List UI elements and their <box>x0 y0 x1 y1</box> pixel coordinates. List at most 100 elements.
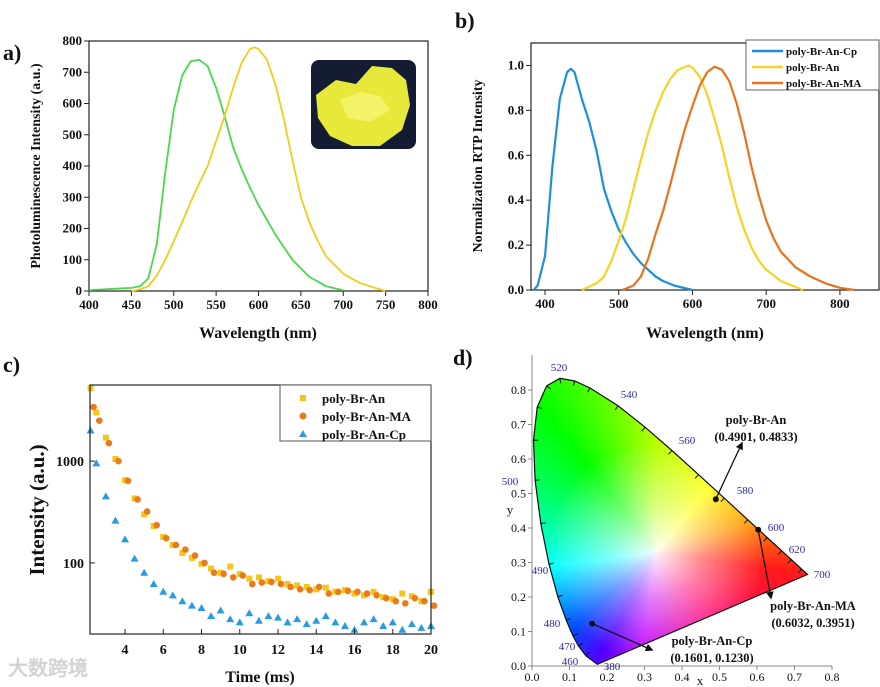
data-point <box>140 568 149 576</box>
wavelength-label: 500 <box>502 476 519 488</box>
legend-label: poly-Br-An-Cp <box>322 427 406 442</box>
data-point <box>268 578 275 586</box>
data-point <box>168 591 177 599</box>
series-line-poly-Br-An-Cp <box>533 67 693 292</box>
y-tick-label: 0.0 <box>508 282 524 297</box>
data-point <box>162 534 170 542</box>
data-point <box>216 606 225 614</box>
data-point <box>264 612 273 620</box>
data-point <box>306 586 313 594</box>
data-point <box>210 569 218 577</box>
locus-tick <box>587 387 591 393</box>
data-point <box>255 574 262 581</box>
legend <box>279 384 432 442</box>
data-point <box>408 593 415 600</box>
data-point <box>93 409 100 416</box>
y-tick-label: 700 <box>63 64 83 79</box>
locus-tick <box>614 405 619 411</box>
data-point <box>182 546 189 553</box>
locus-tick <box>566 617 572 621</box>
locus-tick <box>557 594 563 598</box>
locus-tick <box>743 519 749 524</box>
locus-tick <box>578 642 583 647</box>
y-tick-label: 600 <box>63 96 83 111</box>
data-point <box>360 618 369 626</box>
annotation-arrow <box>757 529 774 600</box>
data-point <box>130 554 139 562</box>
y-tick-label: 0.4 <box>511 521 526 535</box>
x-tick-label: 20 <box>424 643 438 658</box>
y-tick-label: 0.6 <box>508 147 525 162</box>
data-point <box>389 596 396 603</box>
data-point <box>188 554 195 561</box>
wavelength-label: 380 <box>604 661 621 673</box>
data-point <box>92 459 101 467</box>
legend-label: poly-Br-An-Cp <box>786 46 857 58</box>
data-point <box>96 417 103 424</box>
data-point <box>153 521 160 529</box>
data-point <box>369 615 378 623</box>
data-point <box>294 582 301 589</box>
x-tick-label: 0.6 <box>750 670 765 684</box>
locus-tick <box>777 550 783 555</box>
wavelength-label: 600 <box>768 522 785 534</box>
data-point <box>208 565 215 572</box>
x-tick-label: 16 <box>347 643 361 658</box>
wavelength-label: 520 <box>551 362 568 374</box>
data-point <box>407 620 416 628</box>
y-tick-label: 0.6 <box>511 452 526 466</box>
x-tick-label: 400 <box>535 296 555 311</box>
wavelength-label: 480 <box>544 618 561 630</box>
legend-label: poly-Br-An <box>786 62 839 74</box>
y-tick-label: 0 <box>76 283 83 298</box>
x-tick-label: 800 <box>830 296 850 311</box>
x-axis-label: Time (ms) <box>225 669 294 686</box>
y-tick-label: 1.0 <box>508 57 524 72</box>
y-tick-label: 0.2 <box>511 590 526 604</box>
y-tick-label: 100 <box>63 557 84 572</box>
wavelength-label: 580 <box>737 485 754 497</box>
data-point <box>239 572 247 579</box>
data-point <box>402 600 409 607</box>
data-point <box>315 583 323 591</box>
y-tick-label: 0.3 <box>511 556 526 570</box>
x-tick-label: 12 <box>271 643 285 658</box>
y-axis-label: Photoluminescence Intensity (a.u.) <box>29 63 44 269</box>
x-tick-label: 400 <box>79 297 99 312</box>
plot-frame <box>89 384 432 635</box>
x-tick-label: 14 <box>309 643 323 658</box>
x-tick-label: 0.5 <box>712 670 727 684</box>
wavelength-label: 460 <box>562 656 579 668</box>
data-point <box>254 616 263 624</box>
data-point <box>392 597 400 605</box>
x-tick-label: 700 <box>334 297 354 312</box>
x-tick-label: 0.3 <box>637 670 652 684</box>
data-point <box>273 613 282 621</box>
y-tick-label: 200 <box>63 221 83 236</box>
watermark: 大数跨境 <box>8 656 88 680</box>
locus-tick <box>787 559 792 564</box>
x-axis-label: Wavelength (nm) <box>199 325 317 342</box>
data-point <box>313 586 320 593</box>
legend <box>745 39 880 91</box>
x-tick-label: 450 <box>122 297 142 312</box>
y-axis-label: Intensity (a.u.) <box>25 444 49 575</box>
data-point <box>421 597 428 605</box>
annotation-name: poly-Br-An-MA <box>770 599 856 613</box>
x-axis-label: x <box>697 673 704 687</box>
x-tick-label: 8 <box>198 643 205 658</box>
y-tick-label: 1000 <box>56 455 84 470</box>
data-point <box>220 570 227 578</box>
data-point <box>344 587 352 595</box>
panel-label-b: b) <box>455 8 475 33</box>
data-point <box>120 535 129 543</box>
y-tick-label: 0.4 <box>508 192 525 207</box>
locus-tick <box>668 450 673 455</box>
wavelength-label: 470 <box>559 641 576 653</box>
x-tick-label: 800 <box>418 297 438 312</box>
data-point <box>115 457 122 465</box>
data-point <box>245 609 254 617</box>
legend-label: poly-Br-An-MA <box>322 409 412 424</box>
y-axis-label: Normalization RTP Intensity <box>471 80 486 253</box>
annotation-name: poly-Br-An <box>726 413 787 427</box>
